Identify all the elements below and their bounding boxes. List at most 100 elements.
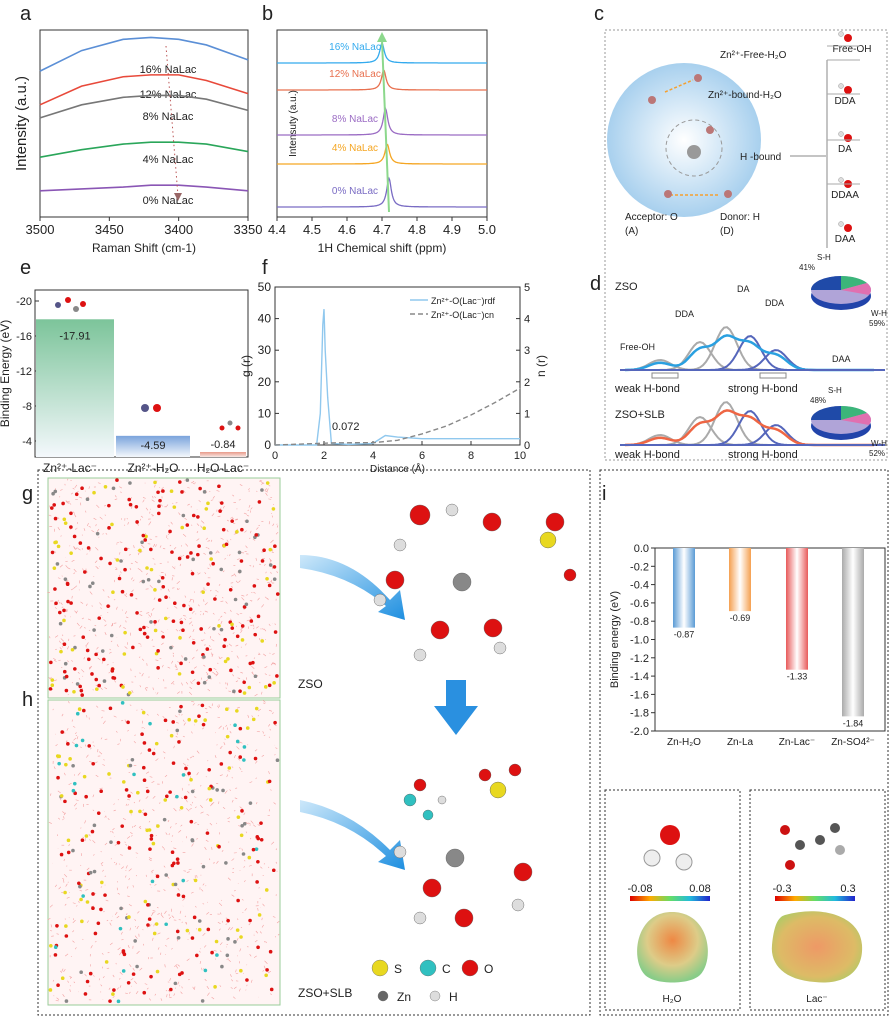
water-bond [244, 908, 247, 911]
water-bond [189, 617, 192, 620]
water-bond [245, 545, 248, 549]
water-bond [228, 707, 230, 709]
water-bond [248, 923, 251, 926]
atom [120, 589, 125, 594]
atom [239, 833, 244, 838]
atom [242, 691, 247, 695]
water-bond [270, 571, 272, 574]
water-bond [261, 604, 264, 608]
atom [239, 559, 244, 563]
atom [203, 718, 207, 722]
water-bond [138, 642, 142, 645]
water-bond [97, 482, 101, 484]
water-bond [104, 624, 107, 627]
water-bond [60, 970, 62, 973]
water-bond [124, 611, 127, 614]
water-bond [265, 490, 268, 493]
water-bond [198, 499, 201, 503]
h-bond-type-1: DDA [834, 96, 855, 107]
bar-value-label: -1.33 [787, 672, 808, 682]
water-bond [104, 514, 106, 516]
water-bond [154, 993, 157, 996]
atom [197, 927, 202, 932]
label-zso-slb: ZSO+SLB [615, 409, 665, 421]
water-bond [104, 505, 107, 507]
atom [539, 531, 557, 549]
label-da: DA [737, 284, 750, 294]
atom [256, 614, 261, 619]
water-bond [60, 602, 63, 605]
water-bond [127, 799, 131, 801]
atom [452, 572, 472, 592]
water-bond [228, 643, 232, 647]
water-bond [72, 487, 75, 490]
water-bond [265, 492, 268, 496]
water-bond [256, 578, 259, 580]
atom [81, 894, 85, 898]
atom [178, 480, 182, 484]
atom [63, 661, 68, 666]
atom [268, 563, 273, 567]
water-bond [108, 672, 111, 674]
water-bond [85, 744, 87, 747]
water-bond [54, 884, 58, 888]
y-tick-label: -1.6 [630, 689, 649, 701]
x-tick-label: 4.4 [268, 222, 286, 237]
water-bond [263, 564, 266, 566]
water-bond [124, 524, 126, 526]
water-bond [133, 545, 135, 549]
water-bond [153, 597, 156, 600]
atom [275, 592, 280, 596]
water-bond [171, 660, 174, 664]
atom [185, 555, 190, 559]
water-bond [96, 646, 99, 650]
water-bond [160, 998, 163, 1001]
atom [48, 988, 53, 992]
atom [161, 635, 165, 639]
water-bond [175, 502, 178, 504]
atom [180, 525, 185, 530]
atom [219, 567, 224, 572]
water-bond [92, 794, 95, 798]
water-bond [148, 859, 152, 862]
atom [90, 581, 95, 586]
water-bond [211, 996, 215, 1000]
atom [273, 544, 277, 549]
water-bond [138, 826, 142, 829]
water-bond [175, 735, 178, 738]
series-line-4 [277, 176, 487, 208]
water-bond [174, 715, 178, 718]
water-bond [117, 947, 121, 951]
water-bond [205, 671, 209, 675]
atom [245, 726, 250, 730]
water-bond [220, 615, 223, 618]
atom [163, 718, 168, 723]
x-tick-label: 3400 [164, 222, 193, 237]
series-label: 8% NaLac [332, 114, 378, 125]
water-bond [138, 656, 141, 658]
water-bond [139, 614, 143, 616]
water-bond [152, 910, 156, 912]
water-bond [144, 687, 148, 691]
water-bond [204, 602, 208, 606]
atom [87, 744, 92, 748]
water-bond [150, 612, 153, 616]
water-bond [268, 709, 273, 712]
atom [111, 590, 115, 595]
series-line-4 [39, 184, 249, 192]
water-bond [252, 824, 256, 828]
water-bond [59, 564, 63, 568]
water-bond [152, 495, 154, 499]
water-bond [58, 602, 61, 604]
water-bond [166, 937, 170, 940]
water-bond [241, 597, 245, 601]
water-bond [100, 886, 103, 888]
atom [203, 968, 208, 973]
water-bond [167, 616, 170, 619]
water-bond [75, 528, 77, 531]
atom [176, 936, 181, 940]
atom [228, 587, 233, 592]
water-bond [171, 915, 175, 918]
water-bond [171, 948, 173, 950]
water-bond [129, 927, 132, 931]
